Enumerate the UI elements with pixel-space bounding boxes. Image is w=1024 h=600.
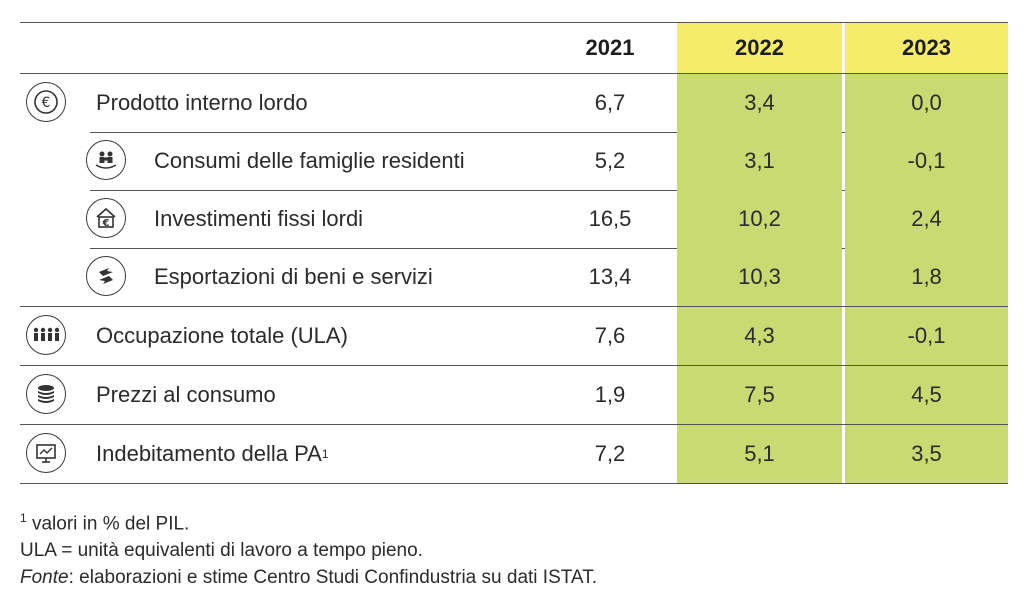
workers-icon [26,315,66,355]
value-2023: -0,1 [845,132,1008,190]
row-label: Prezzi al consumo [96,382,276,407]
value-2022: 4,3 [677,307,842,365]
value-2023: 2,4 [845,190,1008,248]
value-2023: 4,5 [845,366,1008,424]
forecast-table: 2021 2022 2023 € Prodotto interno lordo … [20,22,1008,484]
value-2022: 10,2 [677,190,842,248]
value-2021: 5,2 [594,148,626,173]
export-arrows-icon [86,256,126,296]
table-row: € Prodotto interno lordo 6,7 3,4 0,0 [20,74,1008,132]
value-2022: 10,3 [677,248,842,306]
coins-stack-icon [26,374,66,414]
svg-text:€: € [42,95,51,111]
value-2023: 3,5 [845,425,1008,483]
monitor-chart-icon [26,433,66,473]
source-note: Fonte: elaborazioni e stime Centro Studi… [20,564,597,591]
footnote-1: 1 valori in % del PIL. [20,505,597,537]
table-header: 2021 2022 2023 [20,22,1008,74]
value-2023: 1,8 [845,248,1008,306]
value-2021: 7,2 [594,441,626,466]
row-label: Prodotto interno lordo [96,90,308,115]
investment-house-icon: € [86,198,126,238]
row-label: Occupazione totale (ULA) [96,323,348,348]
ula-note: ULA = unità equivalenti di lavoro a temp… [20,540,423,562]
value-2021: 7,6 [594,323,626,348]
header-2022: 2022 [677,23,842,73]
euro-icon: € [26,82,66,122]
value-2021: 16,5 [588,206,632,231]
row-label-text: Indebitamento della PA [96,441,322,466]
value-2022: 5,1 [677,425,842,483]
value-2023: 0,0 [845,74,1008,132]
footnote-marker: 1 [20,511,27,525]
value-2021: 1,9 [594,382,626,407]
header-2021: 2021 [585,35,635,60]
table-row: Consumi delle famiglie residenti 5,2 3,1… [20,132,1008,190]
footnote-ref: 1 [321,447,329,461]
table-row: Prezzi al consumo 1,9 7,5 4,5 [20,365,1008,424]
value-2022: 7,5 [677,366,842,424]
source-label: Fonte [20,567,69,589]
row-label: Investimenti fissi lordi [154,206,364,231]
header-2023: 2023 [845,23,1008,73]
row-label: Esportazioni di beni e servizi [154,264,433,289]
value-2023: -0,1 [845,307,1008,365]
row-label: Consumi delle famiglie residenti [154,148,465,173]
family-icon [86,140,126,180]
table-row: Indebitamento della PA 1 7,2 5,1 3,5 [20,424,1008,484]
row-label: Indebitamento della PA 1 [96,425,329,483]
value-2022: 3,1 [677,132,842,190]
svg-text:€: € [102,218,110,229]
footnote-text: valori in % del PIL. [26,513,190,535]
table-row: Occupazione totale (ULA) 7,6 4,3 -0,1 [20,306,1008,365]
source-text: : elaborazioni e stime Centro Studi Conf… [68,567,597,589]
table-row: € Investimenti fissi lordi 16,5 10,2 2,4 [20,190,1008,248]
value-2021: 13,4 [588,264,632,289]
table-row: Esportazioni di beni e servizi 13,4 10,3… [20,248,1008,306]
value-2022: 3,4 [677,74,842,132]
value-2021: 6,7 [594,90,626,115]
table-notes: 1 valori in % del PIL. ULA = unità equiv… [20,505,597,591]
